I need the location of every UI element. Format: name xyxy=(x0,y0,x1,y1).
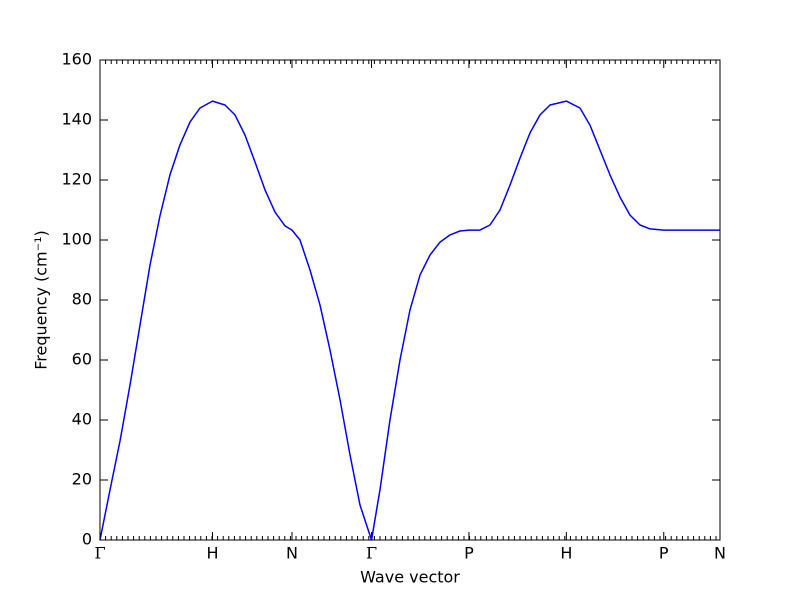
x-tick-label: N xyxy=(286,544,298,563)
y-tick-label: 140 xyxy=(61,110,92,129)
y-tick-label: 80 xyxy=(72,290,92,309)
x-tick-label: H xyxy=(560,544,572,563)
y-axis-label: Frequency (cm⁻¹) xyxy=(32,230,51,369)
plot-frame xyxy=(99,59,721,541)
y-tick-label: 60 xyxy=(72,350,92,369)
data-line xyxy=(99,100,720,541)
x-axis-label: Wave vector xyxy=(360,568,460,587)
x-tick-label: P xyxy=(464,544,474,563)
x-tick-label: Γ xyxy=(366,544,377,563)
x-tick-label: P xyxy=(659,544,669,563)
x-tick-label: N xyxy=(714,544,726,563)
x-tick-label: Γ xyxy=(94,544,105,563)
y-tick-label: 40 xyxy=(72,410,92,429)
y-tick-label: 120 xyxy=(61,170,92,189)
y-tick-label: 0 xyxy=(82,530,92,549)
x-tick-label: H xyxy=(206,544,218,563)
y-tick-label: 160 xyxy=(61,50,92,69)
y-tick-label: 100 xyxy=(61,230,92,249)
y-tick-label: 20 xyxy=(72,470,92,489)
